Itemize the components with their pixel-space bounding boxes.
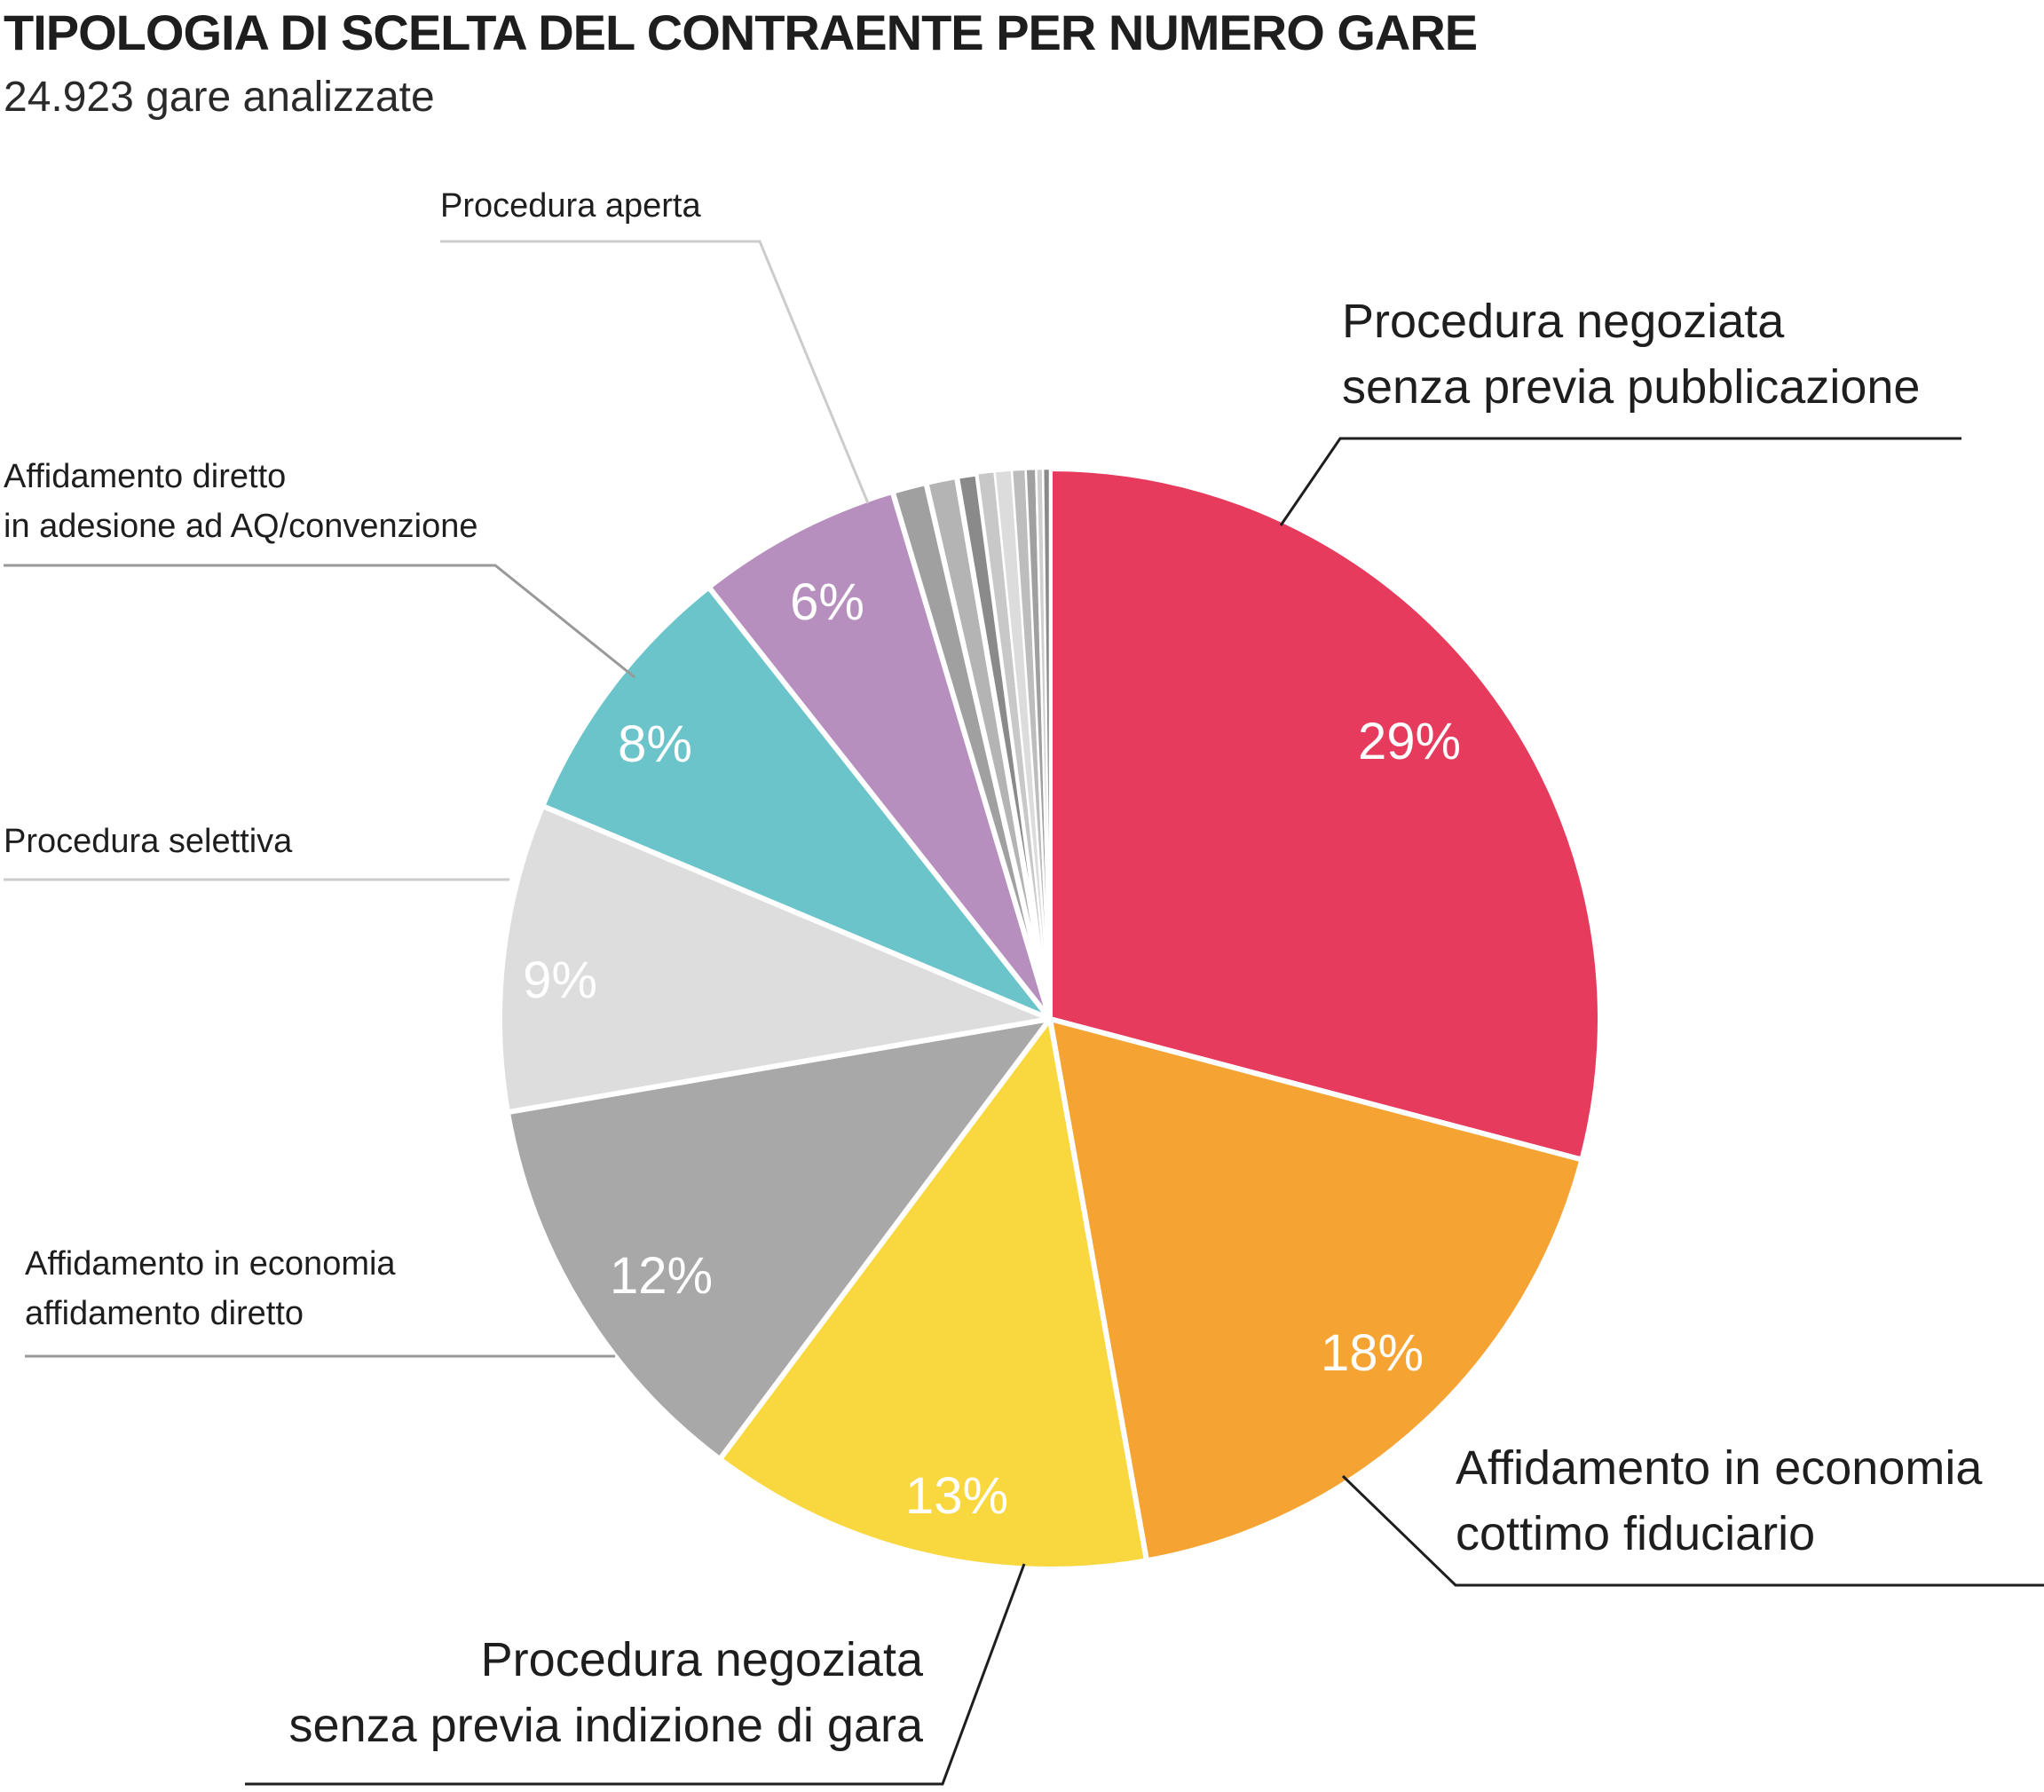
slice-category-label: Procedura aperta <box>440 187 701 225</box>
slice-percent-label: 8% <box>618 715 692 773</box>
slice-category-label: cottimo fiduciario <box>1456 1507 1815 1560</box>
slice-category-label: senza previa indizione di gara <box>289 1699 924 1752</box>
chart-subtitle: 24.923 gare analizzate <box>4 74 435 121</box>
slice-percent-label: 18% <box>1321 1324 1424 1382</box>
slice-category-label: Procedura negoziata <box>1342 295 1785 348</box>
pie-slice <box>540 584 1053 1022</box>
callout-leader-line <box>1341 1474 2044 1587</box>
slice-percent-label: 29% <box>1358 713 1461 770</box>
pie-slice <box>1047 466 1603 1163</box>
slice-category-label: senza previa pubblicazione <box>1342 360 1920 414</box>
callout-leader-line <box>1279 437 1961 526</box>
slice-category-label: Affidamento diretto <box>4 458 286 495</box>
pie-slices <box>497 466 1603 1572</box>
slice-category-label: Procedura selettiva <box>4 823 293 860</box>
slice-category-label: affidamento diretto <box>25 1295 304 1332</box>
callout-labels: Procedura negoziata senza previa pubblica… <box>4 187 2044 1786</box>
percentage-labels: 29% 18% 13% 12% 9% 8% 6% <box>523 573 1461 1525</box>
pie-slice <box>717 1016 1149 1572</box>
callout-leader-line <box>245 1563 1026 1786</box>
callout-leader-line <box>4 564 635 679</box>
pie-slice <box>1041 467 1052 1021</box>
slice-percent-label: 12% <box>610 1247 713 1305</box>
chart-title: TIPOLOGIA DI SCELTA DEL CONTRAENTE PER N… <box>4 4 1478 60</box>
slice-percent-label: 9% <box>523 951 597 1009</box>
pie-slice <box>706 488 1053 1022</box>
slice-category-label: Procedura negoziata <box>481 1633 924 1686</box>
slice-category-label: in adesione ad AQ/convenzione <box>4 508 478 545</box>
pie-slice <box>1047 1016 1585 1564</box>
pie-slice <box>497 803 1053 1116</box>
callout-leader-line <box>440 240 870 504</box>
slice-percent-label: 13% <box>905 1467 1008 1525</box>
pie-slice <box>504 1016 1053 1463</box>
slice-category-label: Affidamento in economia <box>1456 1441 1983 1495</box>
slice-category-label: Affidamento in economia <box>25 1245 396 1283</box>
slice-percent-label: 6% <box>790 573 864 631</box>
